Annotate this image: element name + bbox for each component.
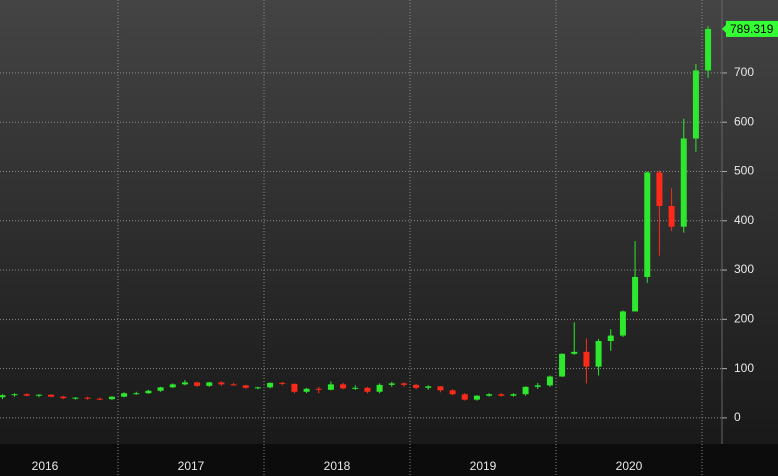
candle-body [522, 386, 529, 395]
candle-body [559, 353, 566, 377]
x-tick-label: 2017 [178, 459, 205, 473]
candle-body [230, 384, 237, 386]
candle-body [279, 382, 286, 384]
candle-body [242, 385, 249, 388]
candle-body [84, 397, 91, 399]
candle-body [194, 382, 201, 386]
candle-body [619, 311, 626, 336]
candle-body [425, 386, 432, 388]
candle-body [340, 384, 347, 389]
candle-body [595, 341, 602, 367]
candle-body [96, 398, 103, 400]
candle-body [400, 383, 407, 385]
y-tick-label: 0 [734, 410, 741, 424]
candle-body [169, 384, 176, 388]
candle-body [388, 383, 395, 385]
candle-body [656, 172, 663, 206]
y-tick-label: 500 [734, 164, 754, 178]
candle-body [571, 351, 578, 354]
candle-body [692, 70, 699, 139]
candle-body [668, 205, 675, 227]
x-tick-label: 2016 [32, 459, 59, 473]
x-tick-label: 2019 [470, 459, 497, 473]
y-tick-label: 100 [734, 361, 754, 375]
candle-body [60, 396, 67, 399]
candle-body [510, 394, 517, 396]
candle-body [145, 390, 152, 394]
candle-body [206, 382, 213, 386]
candle-body [437, 386, 444, 391]
candle-body [498, 394, 505, 396]
x-tick-label: 2018 [324, 459, 351, 473]
candle-body [35, 394, 42, 396]
y-tick-label: 400 [734, 213, 754, 227]
candle-body [291, 383, 298, 392]
candle-body [413, 384, 420, 388]
last-price-label: 789.319 [730, 22, 774, 36]
candle-body [449, 390, 456, 395]
y-tick-label: 300 [734, 262, 754, 276]
candle-body [157, 387, 164, 391]
candle-body [0, 395, 6, 398]
candle-body [315, 388, 322, 390]
candle-body [121, 393, 128, 397]
candle-body [486, 394, 493, 396]
y-tick-label: 200 [734, 311, 754, 325]
candle-body [680, 138, 687, 227]
candle-body [23, 394, 30, 396]
candle-body [534, 385, 541, 387]
candle-body [632, 276, 639, 312]
candle-body [473, 395, 480, 400]
x-tick-label: 2020 [616, 459, 643, 473]
candle-body [461, 394, 468, 400]
y-tick-label: 700 [734, 65, 754, 79]
candle-body [705, 28, 712, 71]
candle-body [72, 397, 79, 399]
candle-body [48, 394, 55, 397]
candle-body [327, 384, 334, 390]
candle-body [11, 394, 18, 396]
candle-body [254, 387, 261, 389]
candle-body [352, 387, 359, 389]
candle-body [218, 382, 225, 385]
candle-body [376, 384, 383, 392]
last-price-arrow [722, 23, 727, 34]
candle-body [644, 172, 651, 277]
candle-body [133, 393, 140, 395]
last-price-box [726, 20, 778, 37]
x-axis-band [0, 444, 778, 476]
candle-body [303, 388, 310, 392]
candle-body [364, 387, 371, 392]
candle-body [546, 376, 553, 386]
candle-body [607, 335, 614, 342]
candle-body [108, 396, 115, 400]
candle-body [583, 351, 590, 367]
y-tick-label: 600 [734, 114, 754, 128]
candle-body [181, 382, 188, 385]
candle-body [267, 382, 274, 388]
